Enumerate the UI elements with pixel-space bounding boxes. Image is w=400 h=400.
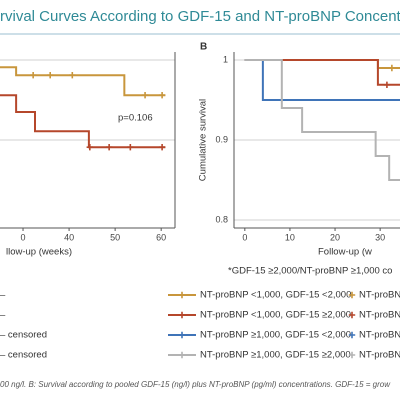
- legend-label: NT-proBNP: [359, 350, 400, 361]
- legend-label: NT-proBNP: [359, 290, 400, 301]
- legend-label: –: [0, 290, 6, 301]
- x-tick-label: 60: [156, 232, 166, 242]
- survival-curve: [244, 59, 400, 86]
- censor-mark: [46, 72, 54, 79]
- censor-mark: [29, 72, 37, 79]
- survival-curve: [244, 59, 400, 181]
- legend-marker: [348, 351, 356, 359]
- p-value: p=0.106: [118, 113, 153, 124]
- caption: 00 ng/l. B: Survival according to pooled…: [0, 380, 391, 389]
- footnote: *GDF-15 ≥2,000/NT-proBNP ≥1,000 co: [228, 266, 392, 277]
- survival-curve: [0, 66, 166, 97]
- legend-label: NT-proBNP <1,000, GDF-15 <2,000: [200, 290, 351, 301]
- x-tick-label: 0: [242, 232, 247, 242]
- legend-label: NT-proBNP ≥1,000, GDF-15 <2,000: [200, 330, 351, 341]
- censor-mark: [86, 144, 94, 151]
- x-tick-label: 30: [375, 232, 385, 242]
- y-tick-label: 0.9: [215, 134, 228, 144]
- censor-mark: [158, 92, 166, 99]
- legend-marker: [178, 331, 186, 339]
- legend-marker: [348, 291, 356, 299]
- survival-curve: [0, 94, 166, 149]
- censor-mark: [105, 144, 113, 151]
- panel-label: B: [200, 42, 207, 53]
- y-tick-label: 1: [223, 54, 228, 64]
- legend-marker: [178, 291, 186, 299]
- censor-mark: [158, 144, 166, 151]
- censor-mark: [383, 81, 391, 88]
- legend-label: NT-proBNP <1,000, GDF-15 ≥2,000: [200, 310, 351, 321]
- legend-label: NT-proBNP ≥1,000, GDF-15 ≥2,000: [200, 350, 351, 361]
- censor-mark: [141, 92, 149, 99]
- y-tick-label: 0.8: [215, 214, 228, 224]
- legend-marker: [178, 311, 186, 319]
- legend-label: NT-proBNP: [359, 330, 400, 341]
- x-tick-label: 0: [21, 232, 26, 242]
- x-axis-label: llow-up (weeks): [6, 247, 72, 258]
- censor-mark: [388, 64, 396, 72]
- legend-marker: [178, 351, 186, 359]
- legend-label: –: [0, 310, 6, 321]
- censor-mark: [127, 144, 134, 151]
- x-tick-label: 50: [110, 232, 120, 242]
- censor-mark: [69, 72, 76, 79]
- legend-label: – censored: [0, 330, 47, 341]
- legend-label: NT-proBNP: [359, 310, 400, 321]
- legend-marker: [348, 311, 356, 319]
- survival-curve: [244, 59, 400, 101]
- title: rvival Curves According to GDF-15 and NT…: [0, 8, 400, 25]
- x-tick-label: 20: [330, 232, 340, 242]
- survival-curve: [244, 59, 400, 69]
- x-axis-label: Follow-up (w: [318, 247, 372, 258]
- x-tick-label: 40: [64, 232, 74, 242]
- legend-label: – censored: [0, 350, 47, 361]
- legend-marker: [348, 331, 356, 339]
- x-tick-label: 10: [285, 232, 295, 242]
- y-axis-label: Cumulative survival: [198, 99, 209, 181]
